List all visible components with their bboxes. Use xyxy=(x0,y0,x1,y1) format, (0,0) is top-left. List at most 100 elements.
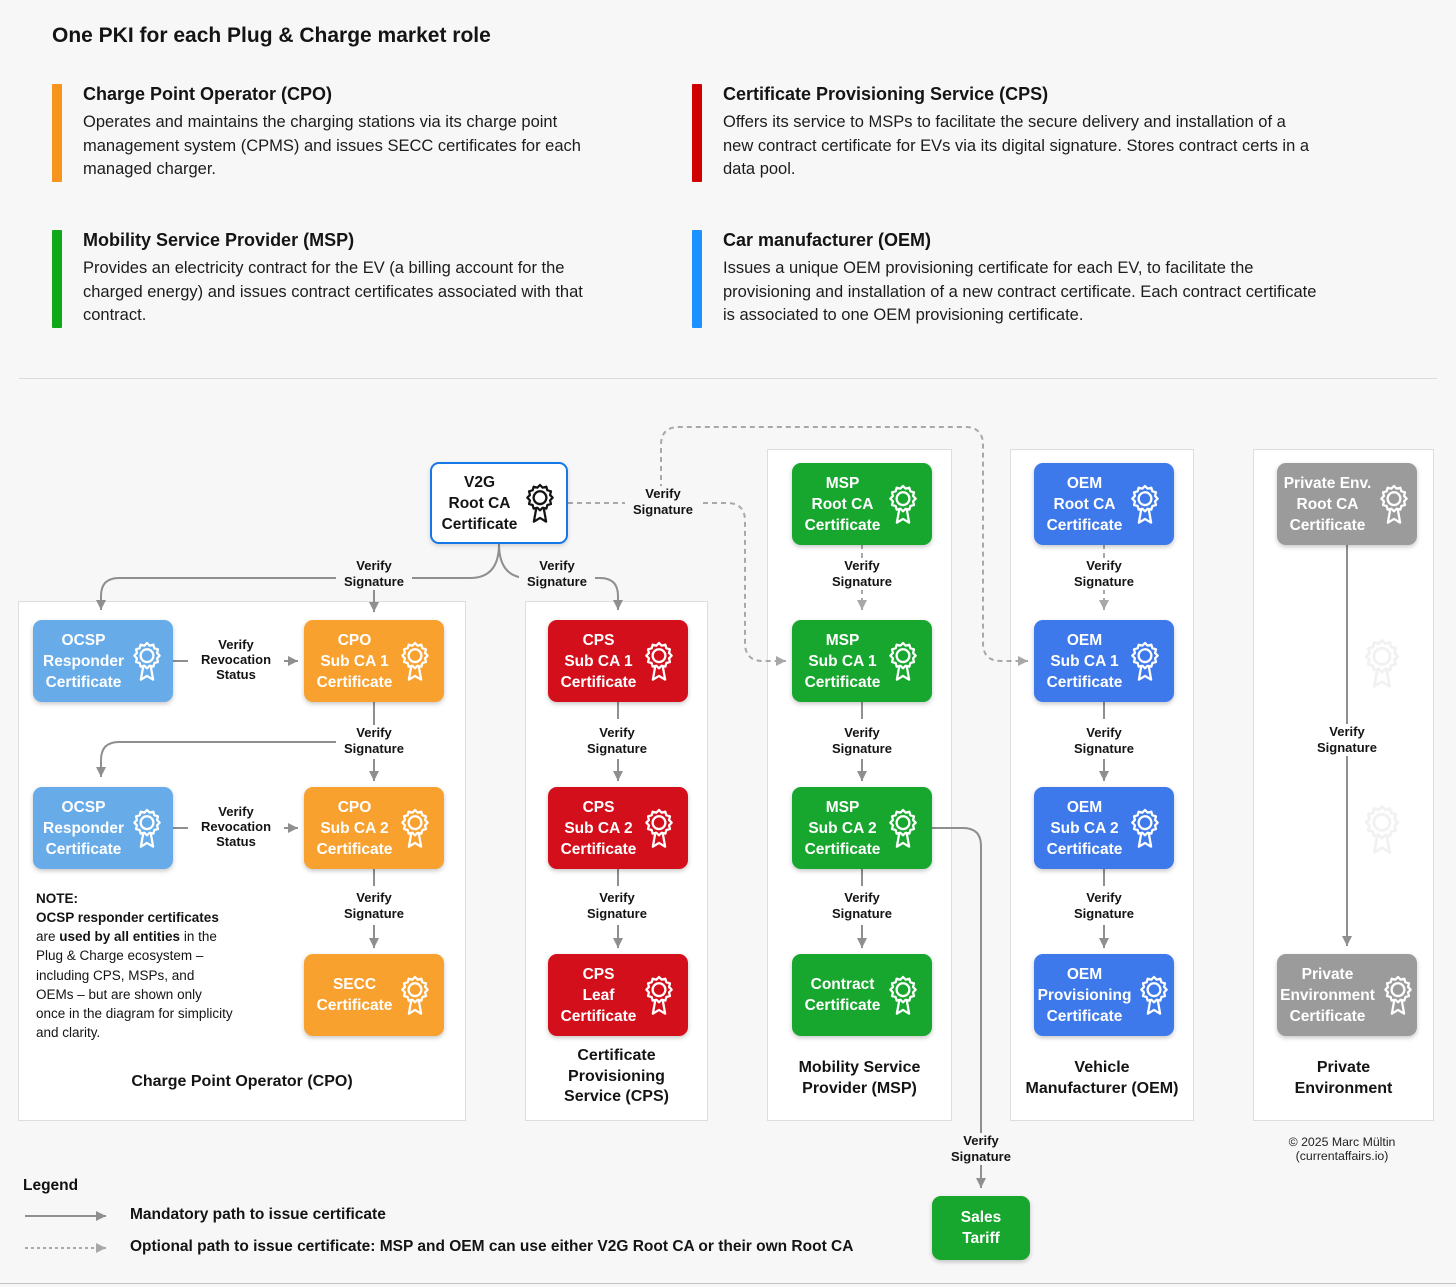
legend-item-mandatory: Mandatory path to issue certificate xyxy=(130,1206,386,1223)
cert-box-cps-sub-ca-2: CPS Sub CA 2 Certificate xyxy=(548,787,688,869)
msp-color-bar xyxy=(52,230,62,328)
cert-box-cps-leaf: CPS Leaf Certificate xyxy=(548,954,688,1036)
cert-box-oem-sub-ca-1: OEM Sub CA 1 Certificate xyxy=(1034,620,1174,702)
oem-color-bar xyxy=(692,230,702,328)
page-title: One PKI for each Plug & Charge market ro… xyxy=(52,24,491,47)
cert-box-label: MSP Root CA Certificate xyxy=(804,474,881,534)
cert-box-oem-root-ca: OEM Root CA Certificate xyxy=(1034,463,1174,545)
ribbon-icon xyxy=(131,808,163,848)
ribbon-icon xyxy=(1129,808,1161,848)
role-block-cpo: Charge Point Operator (CPO) Operates and… xyxy=(52,84,627,182)
cert-box-ocsp-responder-1: OCSP Responder Certificate xyxy=(33,620,173,702)
verify-signature-label: Verify Signature xyxy=(824,890,900,922)
verify-signature-label: Verify Signature xyxy=(1066,890,1142,922)
cert-box-label: OEM Sub CA 2 Certificate xyxy=(1046,798,1123,858)
legend-title: Legend xyxy=(23,1177,79,1194)
ghost-ribbon-icon xyxy=(1362,804,1402,854)
cert-box-label: OCSP Responder Certificate xyxy=(43,631,124,691)
ribbon-icon xyxy=(887,975,919,1015)
cert-box-msp-root-ca: MSP Root CA Certificate xyxy=(792,463,932,545)
role-heading-cps: Certificate Provisioning Service (CPS) xyxy=(723,84,1049,104)
cert-box-label: CPS Leaf Certificate xyxy=(560,965,637,1025)
cps-color-bar xyxy=(692,84,702,182)
role-desc-cpo: Operates and maintains the charging stat… xyxy=(83,113,581,178)
verify-signature-label: Verify Signature xyxy=(1309,724,1385,756)
cpo-color-bar xyxy=(52,84,62,182)
cert-box-cpo-sub-ca-1: CPO Sub CA 1 Certificate xyxy=(304,620,444,702)
cert-box-label: Private Env. Root CA Certificate xyxy=(1283,474,1372,534)
cert-box-label: V2G Root CA Certificate xyxy=(441,473,518,533)
verify-signature-label: Verify Signature xyxy=(625,486,701,518)
ribbon-icon xyxy=(524,483,556,523)
cert-box-secc: SECC Certificate xyxy=(304,954,444,1036)
sales-tariff-box: Sales Tariff xyxy=(932,1196,1030,1260)
cert-box-oem-provisioning: OEM Provisioning Certificate xyxy=(1034,954,1174,1036)
verify-revocation-label: Verify Revocation Status xyxy=(188,804,284,849)
cert-box-private-env-cert: Private Environment Certificate xyxy=(1277,954,1417,1036)
private-env-column-title: Private Environment xyxy=(1294,1059,1393,1097)
cert-box-msp-sub-ca-2: MSP Sub CA 2 Certificate xyxy=(792,787,932,869)
ribbon-icon xyxy=(887,484,919,524)
role-desc-cps: Offers its service to MSPs to facilitate… xyxy=(723,113,1309,178)
role-heading-oem: Car manufacturer (OEM) xyxy=(723,230,932,250)
verify-signature-label: Verify Signature xyxy=(336,890,412,922)
cert-box-contract: Contract Certificate xyxy=(792,954,932,1036)
verify-signature-label: Verify Signature xyxy=(943,1133,1019,1165)
cert-box-private-env-root-ca: Private Env. Root CA Certificate xyxy=(1277,463,1417,545)
header-divider xyxy=(19,378,1437,379)
cps-column-title: Certificate Provisioning Service (CPS) xyxy=(564,1047,669,1105)
cert-box-label: MSP Sub CA 2 Certificate xyxy=(804,798,881,858)
ribbon-icon xyxy=(399,975,431,1015)
cert-box-label: OCSP Responder Certificate xyxy=(43,798,124,858)
verify-signature-label: Verify Signature xyxy=(1066,558,1142,590)
ribbon-icon xyxy=(1129,484,1161,524)
cert-box-cpo-sub-ca-2: CPO Sub CA 2 Certificate xyxy=(304,787,444,869)
note-body: OCSP responder certificates are used by … xyxy=(36,910,233,1041)
ribbon-icon xyxy=(643,808,675,848)
role-desc-oem: Issues a unique OEM provisioning certifi… xyxy=(723,259,1317,324)
verify-signature-label: Verify Signature xyxy=(579,890,655,922)
cert-box-label: CPO Sub CA 2 Certificate xyxy=(316,798,393,858)
ribbon-icon xyxy=(131,641,163,681)
verify-signature-label: Verify Signature xyxy=(336,725,412,757)
verify-signature-label: Verify Signature xyxy=(579,725,655,757)
role-block-oem: Car manufacturer (OEM) Issues a unique O… xyxy=(692,230,1332,328)
ghost-ribbon-icon xyxy=(1362,638,1402,688)
oem-column-title: Vehicle Manufacturer (OEM) xyxy=(1025,1059,1179,1097)
note-heading: NOTE: xyxy=(36,891,78,906)
sales-tariff-label: Sales Tariff xyxy=(960,1209,1002,1247)
cert-box-label: MSP Sub CA 1 Certificate xyxy=(804,631,881,691)
cert-box-cps-sub-ca-1: CPS Sub CA 1 Certificate xyxy=(548,620,688,702)
role-desc-msp: Provides an electricity contract for the… xyxy=(83,259,583,324)
cert-box-label: CPO Sub CA 1 Certificate xyxy=(316,631,393,691)
verify-signature-label: Verify Signature xyxy=(824,725,900,757)
role-block-msp: Mobility Service Provider (MSP) Provides… xyxy=(52,230,627,328)
cpo-column-title: Charge Point Operator (CPO) xyxy=(131,1073,353,1090)
verify-signature-label: Verify Signature xyxy=(1066,725,1142,757)
cert-box-oem-sub-ca-2: OEM Sub CA 2 Certificate xyxy=(1034,787,1174,869)
ribbon-icon xyxy=(643,641,675,681)
legend-item-optional: Optional path to issue certificate: MSP … xyxy=(130,1238,854,1255)
cert-box-v2g-root: V2G Root CA Certificate xyxy=(430,462,568,544)
cert-box-label: Contract Certificate xyxy=(804,976,881,1014)
cert-box-label: SECC Certificate xyxy=(316,976,393,1014)
ribbon-icon xyxy=(643,975,675,1015)
ribbon-icon xyxy=(887,808,919,848)
cert-box-label: CPS Sub CA 2 Certificate xyxy=(560,798,637,858)
cert-box-label: OEM Root CA Certificate xyxy=(1046,474,1123,534)
ribbon-icon xyxy=(399,808,431,848)
copyright: © 2025 Marc Mültin (currentaffairs.io) xyxy=(1288,1135,1396,1163)
role-heading-msp: Mobility Service Provider (MSP) xyxy=(83,230,355,250)
bottom-divider xyxy=(0,1283,1456,1284)
ocsp-note: NOTE: OCSP responder certificates are us… xyxy=(36,889,234,1042)
role-block-cps: Certificate Provisioning Service (CPS) O… xyxy=(692,84,1332,182)
cert-box-msp-sub-ca-1: MSP Sub CA 1 Certificate xyxy=(792,620,932,702)
ribbon-icon xyxy=(1129,641,1161,681)
ribbon-icon xyxy=(887,641,919,681)
ribbon-icon xyxy=(1382,975,1414,1015)
verify-signature-label: Verify Signature xyxy=(336,558,412,590)
cert-box-ocsp-responder-2: OCSP Responder Certificate xyxy=(33,787,173,869)
verify-signature-label: Verify Signature xyxy=(519,558,595,590)
ribbon-icon xyxy=(399,641,431,681)
